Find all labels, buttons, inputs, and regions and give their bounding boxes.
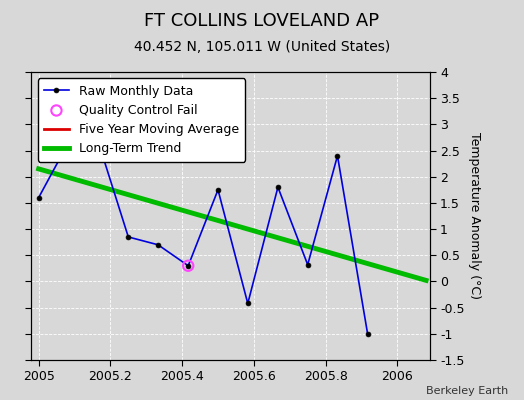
Raw Monthly Data [334,153,341,158]
Text: Berkeley Earth: Berkeley Earth [426,386,508,396]
Raw Monthly Data [304,262,311,267]
Raw Monthly Data [66,140,72,145]
Raw Monthly Data [125,234,132,239]
Text: 40.452 N, 105.011 W (United States): 40.452 N, 105.011 W (United States) [134,40,390,54]
Raw Monthly Data [215,188,221,192]
Y-axis label: Temperature Anomaly (°C): Temperature Anomaly (°C) [468,132,481,300]
Raw Monthly Data [275,185,281,190]
Line: Raw Monthly Data: Raw Monthly Data [36,140,370,336]
Raw Monthly Data [95,140,102,145]
Quality Control Fail [184,262,192,269]
Raw Monthly Data [36,195,42,200]
Quality Control Fail [64,140,73,146]
Raw Monthly Data [185,263,191,268]
Raw Monthly Data [245,301,251,306]
Raw Monthly Data [155,242,161,247]
Raw Monthly Data [365,332,371,336]
Text: FT COLLINS LOVELAND AP: FT COLLINS LOVELAND AP [145,12,379,30]
Legend: Raw Monthly Data, Quality Control Fail, Five Year Moving Average, Long-Term Tren: Raw Monthly Data, Quality Control Fail, … [38,78,245,162]
